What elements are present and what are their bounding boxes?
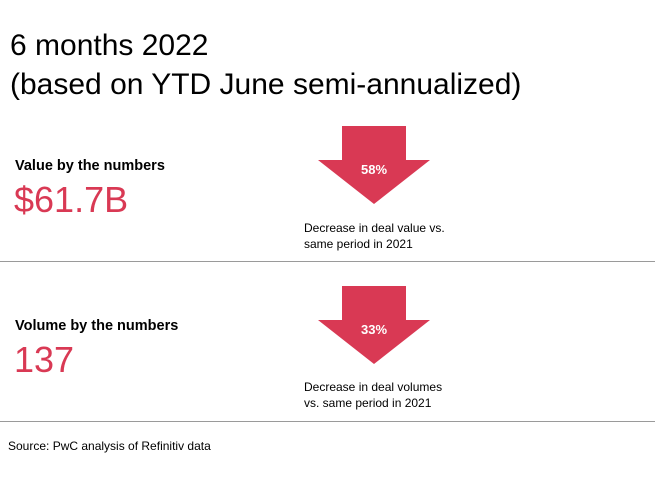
page-title: 6 months 2022 (based on YTD June semi-an… — [10, 26, 521, 104]
value-section-label: Value by the numbers — [15, 158, 165, 174]
section-divider-2 — [0, 421, 655, 422]
volume-desc-line-2: vs. same period in 2021 — [304, 396, 432, 410]
value-change-description: Decrease in deal value vs. same period i… — [304, 220, 504, 252]
down-arrow-icon — [318, 126, 430, 204]
title-line-2: (based on YTD June semi-annualized) — [10, 68, 522, 101]
down-arrow-icon — [318, 286, 430, 364]
value-change-percent: 58% — [360, 162, 388, 177]
volume-decrease-arrow: 33% — [318, 286, 430, 364]
volume-big-number: 137 — [14, 339, 75, 380]
volume-section-label: Volume by the numbers — [15, 318, 179, 334]
value-decrease-arrow: 58% — [318, 126, 430, 204]
value-desc-line-2: same period in 2021 — [304, 237, 413, 251]
volume-change-description: Decrease in deal volumes vs. same period… — [304, 379, 504, 411]
section-divider-1 — [0, 261, 655, 262]
source-note: Source: PwC analysis of Refinitiv data — [8, 439, 211, 453]
value-desc-line-1: Decrease in deal value vs. — [304, 221, 445, 235]
volume-change-percent: 33% — [360, 322, 388, 337]
volume-desc-line-1: Decrease in deal volumes — [304, 380, 443, 394]
title-line-1: 6 months 2022 — [10, 29, 209, 62]
value-big-number: $61.7B — [14, 179, 129, 220]
